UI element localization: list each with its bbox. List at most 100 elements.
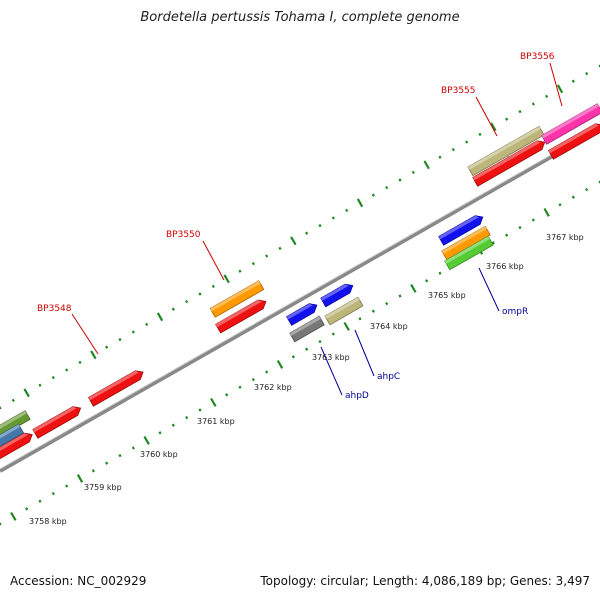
minor-tick xyxy=(571,195,575,199)
minor-tick xyxy=(398,178,402,182)
minor-tick xyxy=(505,233,509,237)
gene-bp3556[interactable] xyxy=(541,103,600,145)
major-tick xyxy=(490,122,497,132)
minor-tick xyxy=(358,317,362,321)
minor-tick xyxy=(251,261,255,266)
gene-label-bp3555[interactable]: BP3555 xyxy=(441,86,476,96)
minor-tick xyxy=(185,299,189,304)
minor-tick xyxy=(105,461,109,465)
minor-tick xyxy=(518,225,522,230)
minor-tick xyxy=(491,241,495,245)
minor-tick xyxy=(438,271,442,275)
minor-tick xyxy=(571,79,575,83)
backbone-highlight xyxy=(0,126,600,470)
gene-label-bp3556[interactable]: BP3556 xyxy=(520,52,555,62)
gene-label-bp3548[interactable]: BP3548 xyxy=(37,304,72,314)
minor-tick xyxy=(478,132,482,137)
minor-tick xyxy=(78,360,82,365)
minor-tick xyxy=(345,208,349,213)
map-title: Bordetella pertussis Tohama I, complete … xyxy=(140,10,460,25)
gene-bp3555[interactable] xyxy=(467,125,545,177)
major-tick xyxy=(210,397,217,407)
major-tick xyxy=(556,84,564,94)
major-tick xyxy=(23,388,30,398)
gene-blue[interactable] xyxy=(320,283,354,308)
minor-tick xyxy=(505,117,509,121)
minor-tick xyxy=(65,368,69,372)
minor-tick xyxy=(171,423,175,427)
callout-leader xyxy=(354,329,375,377)
scale-label: 3767 kbp xyxy=(546,233,584,242)
minor-tick xyxy=(118,453,122,458)
minor-tick xyxy=(518,109,522,114)
minor-tick xyxy=(198,292,202,296)
callout-leader xyxy=(71,313,99,355)
major-tick xyxy=(423,160,430,170)
gene-ahpC[interactable] xyxy=(324,296,364,326)
scale-label: 3758 kbp xyxy=(29,517,67,526)
minor-tick xyxy=(158,431,162,435)
minor-tick xyxy=(51,375,55,380)
gene-ahpD[interactable] xyxy=(289,315,325,343)
gene-label-callouts: BP3548 BP3550 BP3555 BP3556 ahpD ahpC ompR xyxy=(37,52,563,401)
scale-label: 3761 kbp xyxy=(197,417,235,426)
gene-red[interactable] xyxy=(547,123,600,160)
scale-label: 3760 kbp xyxy=(140,450,178,459)
minor-tick xyxy=(171,307,175,311)
minor-tick xyxy=(211,284,215,289)
scale-label: 3762 kbp xyxy=(254,383,292,392)
accession-label: Accession: NC_002929 xyxy=(10,574,147,588)
minor-tick xyxy=(331,216,335,220)
minor-tick xyxy=(225,393,229,397)
gene-bp3550[interactable] xyxy=(209,280,265,318)
scale-label: 3765 kbp xyxy=(428,291,466,300)
gene-red[interactable] xyxy=(215,299,267,334)
major-tick xyxy=(143,435,150,445)
gene-lime-ompR[interactable] xyxy=(444,235,494,271)
minor-tick xyxy=(0,522,2,526)
minor-tick xyxy=(438,155,442,159)
scale-label: 3763 kbp xyxy=(312,353,350,362)
gene-blue[interactable] xyxy=(438,215,484,246)
gene-red[interactable] xyxy=(87,370,144,407)
minor-tick xyxy=(291,355,295,359)
minor-tick xyxy=(131,330,135,334)
gene-label-ahpd[interactable]: ahpD xyxy=(345,391,369,401)
minor-tick xyxy=(38,383,42,387)
gene-red[interactable] xyxy=(32,406,82,439)
callout-leader xyxy=(549,62,563,107)
minor-tick xyxy=(251,377,255,382)
gene-label-ahpc[interactable]: ahpC xyxy=(377,372,400,382)
major-tick xyxy=(10,511,17,521)
minor-tick xyxy=(411,170,415,175)
gene-steelblue[interactable] xyxy=(0,423,25,448)
major-tick xyxy=(90,350,97,360)
major-tick xyxy=(156,312,164,322)
scale-labels: 3758 kbp 3759 kbp 3760 kbp 3761 kbp 3762 kbp… xyxy=(29,233,584,526)
minor-tick xyxy=(385,301,389,306)
minor-tick xyxy=(145,322,149,327)
gene-label-bp3550[interactable]: BP3550 xyxy=(166,230,201,240)
gene-red[interactable] xyxy=(0,432,33,460)
gene-red[interactable] xyxy=(472,140,546,187)
minor-tick xyxy=(425,279,429,283)
minor-tick xyxy=(305,347,309,351)
outer-tick-track xyxy=(0,64,600,410)
minor-tick xyxy=(331,332,335,336)
minor-tick xyxy=(278,246,282,251)
major-tick xyxy=(290,236,297,246)
gene-orange-ompR[interactable] xyxy=(441,225,491,261)
topology-label: Topology: circular; Length: 4,086,189 bp… xyxy=(260,574,590,588)
major-tick xyxy=(356,198,364,208)
major-tick xyxy=(276,359,284,369)
major-tick xyxy=(543,207,550,217)
minor-tick xyxy=(11,398,15,403)
minor-tick xyxy=(265,370,269,374)
minor-tick xyxy=(0,406,2,410)
gene-blue[interactable] xyxy=(286,303,318,326)
minor-tick xyxy=(185,415,189,420)
minor-tick xyxy=(531,102,535,106)
gene-label-ompr[interactable]: ompR xyxy=(502,307,528,317)
genome-backbone xyxy=(0,126,600,473)
minor-tick xyxy=(105,345,109,349)
